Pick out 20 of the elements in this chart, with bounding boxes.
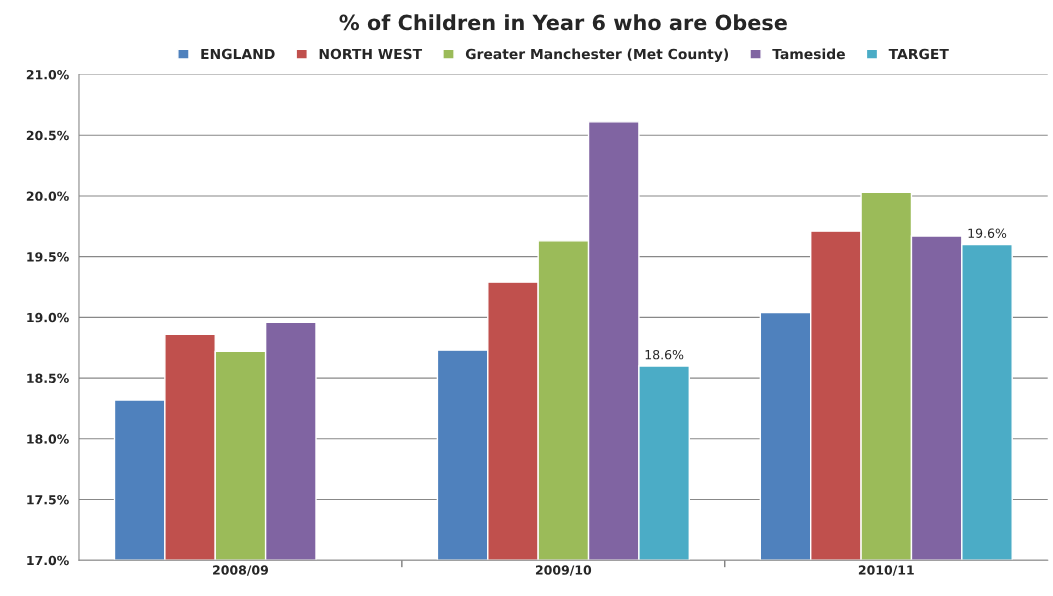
y-tick-label: 17.0% — [27, 555, 69, 566]
legend-label: TARGET — [888, 48, 949, 60]
data-label: 19.6% — [968, 228, 1007, 238]
y-tick-label: 20.0% — [26, 191, 69, 201]
y-tick-label: 17.5% — [27, 494, 69, 505]
x-tick-label: 2010/11 — [858, 565, 914, 576]
y-tick-label: 18.5% — [27, 373, 69, 384]
chart-title: % of Children in Year 6 who are Obese — [339, 14, 787, 31]
legend-label: Tameside — [772, 48, 845, 60]
legend-label: ENGLAND — [201, 48, 275, 60]
y-tick-label: 19.5% — [27, 252, 69, 262]
legend-label: Greater Manchester (Met County) — [465, 48, 729, 62]
y-tick-label: 18.0% — [27, 434, 69, 444]
y-tick-label: 20.5% — [26, 130, 69, 141]
y-tick-label: 19.0% — [27, 312, 69, 323]
y-tick-label: 21.0% — [26, 69, 69, 80]
x-tick-label: 2009/10 — [535, 565, 592, 576]
legend-label: NORTH WEST — [319, 48, 423, 60]
x-tick-label: 2008/09 — [213, 565, 269, 576]
data-label: 18.6% — [645, 349, 684, 360]
